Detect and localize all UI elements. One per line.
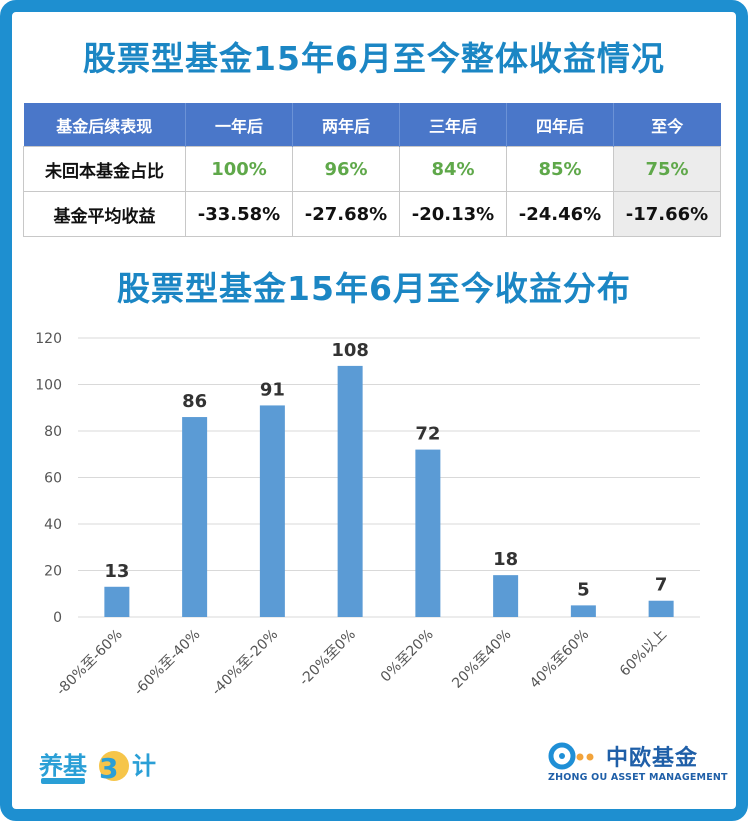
y-tick-label: 0 — [53, 610, 62, 626]
table-cell: 84% — [399, 146, 507, 192]
data-label: 108 — [331, 340, 369, 361]
bar — [648, 600, 674, 617]
bar — [415, 449, 441, 617]
column-header: 一年后 — [185, 103, 293, 147]
bar — [259, 405, 285, 617]
data-label: 86 — [182, 391, 207, 412]
table-cell: -24.46% — [506, 191, 614, 237]
table-cell: -27.68% — [292, 191, 400, 237]
table-cell: -33.58% — [185, 191, 293, 237]
y-tick-label: 120 — [35, 331, 62, 347]
data-label: 72 — [415, 424, 440, 445]
brand-name-en: ZHONG OU ASSET MANAGEMENT — [548, 772, 728, 783]
bar — [570, 605, 596, 617]
svg-text:养基: 养基 — [38, 752, 88, 780]
svg-text:3: 3 — [99, 752, 118, 785]
data-label: 18 — [493, 549, 518, 570]
column-header: 三年后 — [399, 103, 507, 147]
table-cell: 100% — [185, 146, 293, 192]
row-label: 基金平均收益 — [23, 191, 186, 237]
x-tick-label: -60%至-40% — [131, 627, 203, 699]
y-tick-label: 60 — [44, 471, 62, 487]
data-label: 5 — [577, 579, 590, 600]
performance-table: 基金后续表现 一年后 两年后 三年后 四年后 至今 未回本基金占比 100% 9… — [23, 103, 721, 237]
table-cell: -20.13% — [399, 191, 507, 237]
svg-text:计: 计 — [132, 752, 156, 780]
table-cell: 75% — [613, 146, 721, 192]
table-header-row: 基金后续表现 一年后 两年后 三年后 四年后 至今 — [23, 103, 721, 147]
x-tick-label: 20%至40% — [449, 627, 514, 692]
y-tick-label: 40 — [44, 517, 62, 533]
bar-chart: 0 20 40 60 80 100 120 13 -80%至-60% 86 -60%至-40% 91 -… — [35, 331, 700, 699]
zhongou-logo-mark — [548, 742, 594, 770]
column-header: 至今 — [613, 103, 721, 147]
table-row: 未回本基金占比 100% 96% 84% 85% 75% — [23, 146, 721, 192]
data-label: 13 — [104, 561, 129, 582]
x-tick-label: -20%至0% — [296, 627, 359, 690]
chart-title: 股票型基金15年6月至今收益分布 — [117, 269, 631, 308]
bar — [182, 417, 208, 617]
table-cell: -17.66% — [613, 191, 721, 237]
x-tick-label: 0%至20% — [378, 627, 437, 686]
zhongou-logo: 中欧基金 ZHONG OU ASSET MANAGEMENT — [548, 740, 728, 790]
x-tick-label: -80%至-60% — [53, 627, 125, 699]
data-label: 7 — [655, 575, 668, 596]
brand-name-cn: 中欧基金 — [606, 746, 699, 771]
column-header: 两年后 — [292, 103, 400, 147]
yangji-logo-graphic: 养基 3 计 — [38, 751, 156, 785]
x-tick-label: 60%以上 — [617, 627, 670, 680]
table-row: 基金平均收益 -33.58% -27.68% -20.13% -24.46% -… — [23, 191, 721, 237]
bar — [337, 365, 363, 617]
row-label: 未回本基金占比 — [23, 146, 186, 192]
y-tick-label: 80 — [44, 424, 62, 440]
page-title: 股票型基金15年6月至今整体收益情况 — [83, 39, 665, 78]
table-cell: 85% — [506, 146, 614, 192]
table-cell: 96% — [292, 146, 400, 192]
x-tick-label: 40%至60% — [527, 627, 592, 692]
bar — [493, 575, 519, 617]
column-header: 基金后续表现 — [23, 103, 186, 147]
y-tick-label: 20 — [44, 564, 62, 580]
y-tick-label: 100 — [35, 378, 62, 394]
x-tick-label: -40%至-20% — [209, 627, 281, 699]
bar — [104, 586, 130, 617]
data-label: 91 — [260, 379, 285, 400]
column-header: 四年后 — [506, 103, 614, 147]
yangji-logo: 养基 3 计 — [37, 740, 162, 790]
